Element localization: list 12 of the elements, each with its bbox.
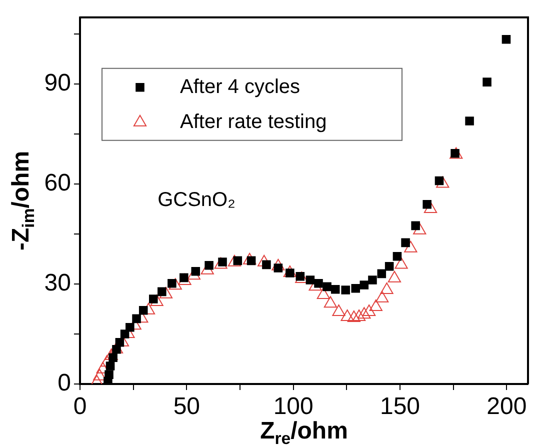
y-axis-title: -Zim/ohm bbox=[8, 150, 38, 250]
x-tick-label: 50 bbox=[173, 393, 200, 420]
annotation: GCSnO₂ bbox=[158, 189, 236, 212]
y-tick-label: 0 bbox=[58, 370, 71, 397]
x-tick-label: 100 bbox=[273, 393, 314, 420]
x-tick-label: 150 bbox=[380, 393, 420, 420]
y-tick-label: 60 bbox=[44, 170, 71, 197]
x-tick-label: 200 bbox=[486, 393, 527, 420]
legend-label: After 4 cycles bbox=[180, 76, 300, 98]
legend-label: After rate testing bbox=[180, 110, 327, 133]
y-tick-label: 30 bbox=[44, 270, 71, 297]
y-tick-label: 90 bbox=[44, 70, 71, 97]
